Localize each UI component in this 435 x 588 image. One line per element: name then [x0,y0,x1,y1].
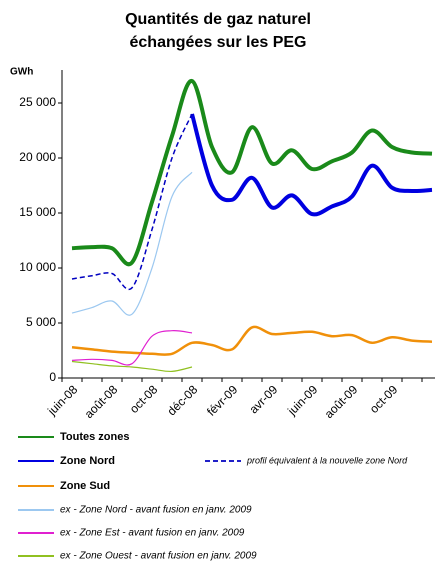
y-axis-label: GWh [10,67,33,78]
x-tick-label: avr-09 [246,382,280,416]
series-line [71,325,433,356]
legend-label: ex - Zone Est - avant fusion en janv. 20… [60,528,245,539]
legend-label: Zone Nord [60,455,115,467]
legend-label: profil équivalent à la nouvelle zone Nor… [246,455,408,465]
x-tick-label: juin-09 [284,382,320,418]
series-line [190,113,433,217]
series-line [71,330,193,366]
chart-title: échangées sur les PEG [130,34,307,51]
legend-label: ex - Zone Nord - avant fusion en janv. 2… [60,505,252,516]
legend-label: Zone Sud [60,480,110,492]
x-tick-label: août-09 [322,382,361,421]
x-tick-label: déc-08 [165,382,201,418]
x-tick-label: oct-09 [367,382,401,416]
chart-title: Quantités de gaz naturel [125,11,311,28]
x-tick-label: juin-08 [44,382,80,418]
x-tick-label: oct-08 [127,382,161,416]
y-tick-label: 5 000 [26,315,56,329]
y-tick-label: 0 [49,370,56,384]
y-tick-label: 10 000 [19,260,56,274]
legend-label: ex - Zone Ouest - avant fusion en janv. … [60,551,257,562]
x-tick-label: févr-09 [204,382,241,419]
series-line [71,113,193,291]
x-tick-label: août-08 [82,382,121,421]
legend-label: Toutes zones [60,431,129,443]
y-tick-label: 15 000 [19,205,56,219]
series-line [71,171,193,316]
y-tick-label: 20 000 [19,150,56,164]
series-line [71,79,433,267]
series-line [71,360,193,373]
y-tick-label: 25 000 [19,95,56,109]
